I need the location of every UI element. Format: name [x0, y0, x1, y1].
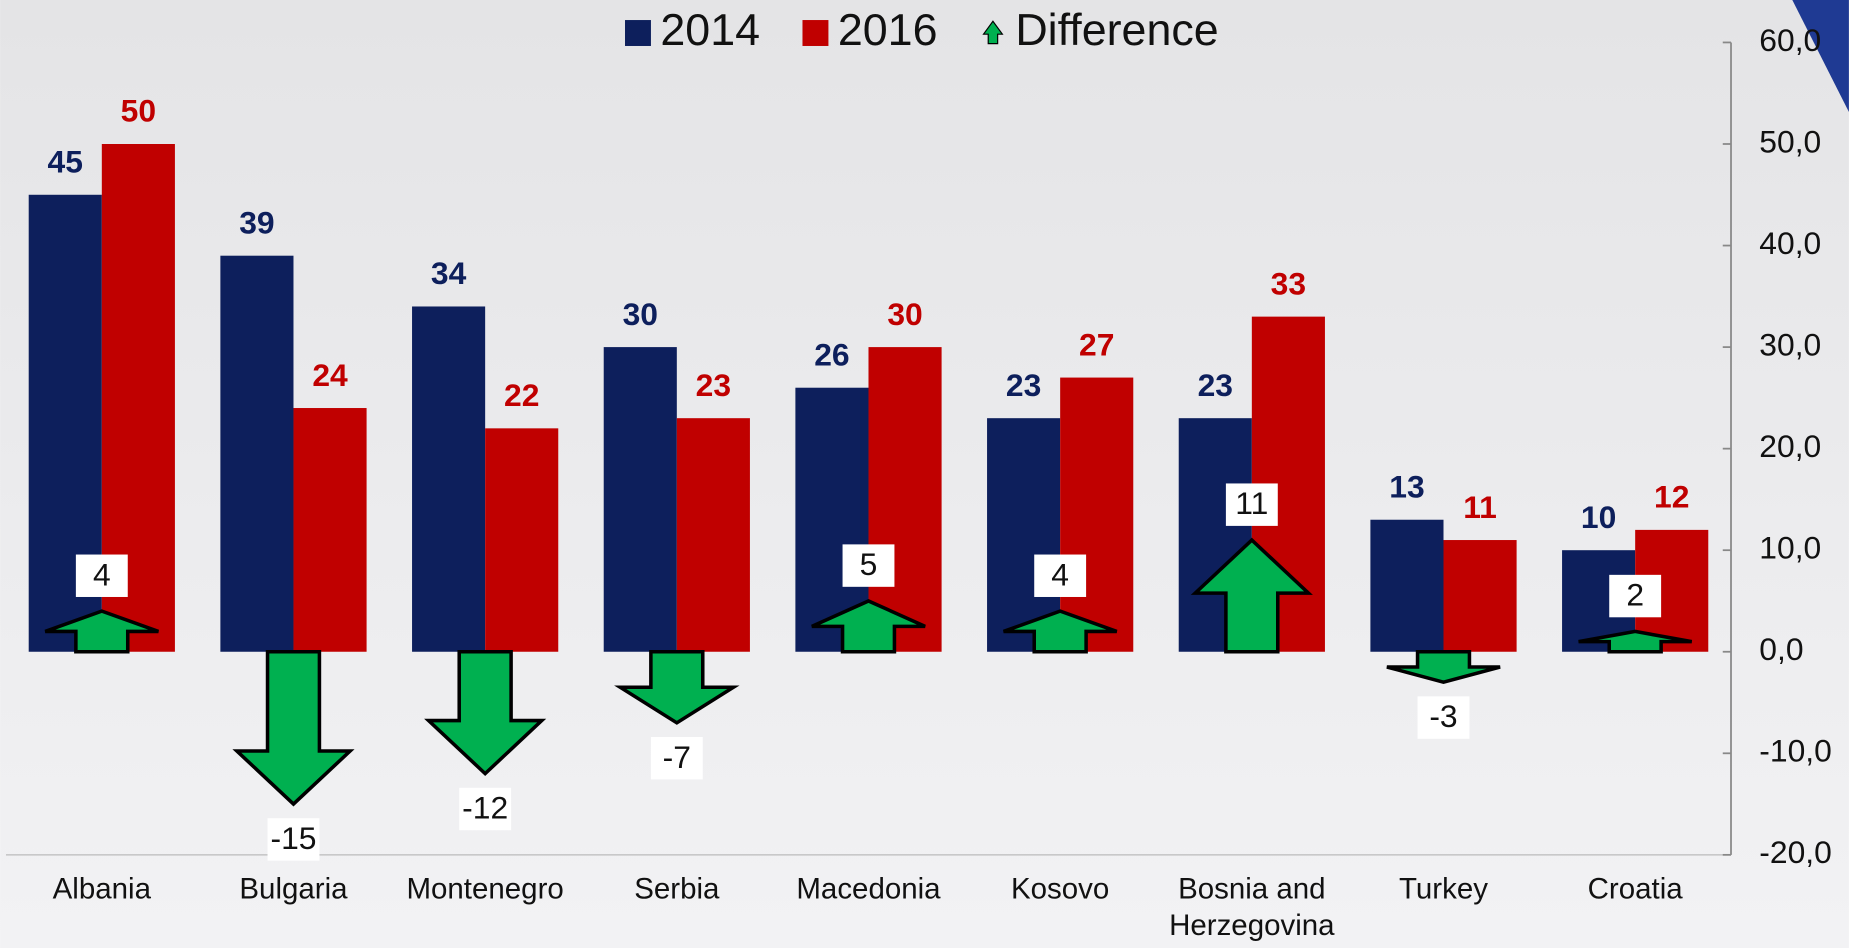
y-tick-label: 60,0	[1759, 22, 1821, 58]
data-label: 30	[623, 296, 658, 332]
data-label: 23	[696, 367, 731, 403]
x-tick-label-box: Bosnia and Herzegovina	[1169, 872, 1335, 943]
arrow-label-box	[75, 554, 128, 597]
corner-decoration	[1792, 0, 1849, 113]
x-tick-label: Serbia	[634, 872, 720, 906]
arrow-label-box	[842, 544, 895, 587]
arrow-label-box	[1034, 554, 1087, 597]
arrow	[811, 599, 926, 654]
arrow	[44, 609, 160, 654]
y-tick-label: 30,0	[1759, 327, 1821, 363]
bar	[485, 428, 559, 652]
y-tick-label: 0,0	[1759, 631, 1803, 667]
y-tick-label: 50,0	[1759, 123, 1821, 159]
bar	[1060, 377, 1134, 652]
arrow	[424, 649, 547, 777]
x-tick-label: Turkey	[1398, 872, 1488, 906]
arrow-label-box	[459, 787, 512, 831]
arrow-label: 2	[1626, 577, 1644, 613]
data-label: 39	[239, 204, 274, 240]
y-tick-label: 10,0	[1759, 530, 1821, 566]
data-label: 22	[504, 377, 539, 413]
x-tick-label-box: Bulgaria	[239, 872, 348, 906]
y-tick-label: -20,0	[1759, 834, 1832, 870]
legend-swatch	[625, 20, 651, 46]
bar	[1370, 519, 1444, 652]
x-tick-label: Montenegro	[406, 872, 564, 906]
x-tick-label: Albania	[52, 872, 151, 906]
x-tick-label: Croatia	[1587, 872, 1683, 906]
legend-label: Difference	[1015, 5, 1218, 55]
arrow-label: 4	[1051, 556, 1069, 592]
data-label: 23	[1006, 367, 1041, 403]
arrow	[1190, 537, 1313, 654]
arrow-label-box	[267, 818, 320, 861]
arrow-label: 11	[1235, 485, 1268, 521]
x-tick-label-box: Albania	[52, 872, 151, 906]
bar	[220, 255, 294, 652]
data-label: 34	[431, 255, 467, 291]
y-tick-label: 40,0	[1759, 225, 1821, 261]
x-tick-label-box: Kosovo	[1010, 872, 1110, 906]
y-tick-label: -10,0	[1759, 733, 1832, 769]
data-label: 26	[814, 336, 849, 372]
data-label: 13	[1389, 468, 1424, 504]
arrow-label: -3	[1429, 698, 1457, 734]
x-tick-label: Bulgaria	[239, 872, 348, 906]
arrow	[1002, 609, 1118, 654]
x-tick-label-box: Macedonia	[796, 872, 941, 906]
data-label: 23	[1198, 367, 1233, 403]
data-label: 45	[48, 144, 83, 180]
arrow	[232, 649, 355, 807]
x-tick-label: Bosnia and Herzegovina	[1169, 872, 1335, 943]
x-tick-label-box: Turkey	[1398, 872, 1488, 906]
bar	[1443, 540, 1517, 652]
data-label: 30	[887, 296, 922, 332]
data-label: 33	[1271, 265, 1306, 301]
y-tick-label: 20,0	[1759, 428, 1821, 464]
x-tick-label-box: Serbia	[634, 872, 720, 906]
arrow-label: 4	[93, 556, 111, 592]
bar	[676, 418, 750, 652]
arrow	[614, 649, 740, 725]
legend-label: 2016	[838, 5, 938, 55]
x-tick-label-box: Montenegro	[406, 872, 564, 906]
arrow-label: 5	[860, 546, 878, 582]
arrow-label: -15	[270, 820, 316, 856]
data-label: 24	[312, 357, 348, 393]
data-label: 10	[1581, 499, 1616, 535]
data-label: 50	[121, 93, 156, 129]
bar	[987, 418, 1061, 652]
arrow-label: -12	[462, 790, 508, 826]
x-tick-label-box: Croatia	[1587, 872, 1683, 906]
bar	[603, 347, 677, 652]
legend-arrow	[982, 20, 1004, 45]
data-label: 12	[1654, 479, 1689, 515]
bar	[412, 306, 486, 652]
arrow-label-box	[1417, 696, 1470, 739]
bar	[868, 347, 942, 652]
x-tick-label: Kosovo	[1010, 872, 1110, 906]
arrow-label: -7	[663, 739, 691, 775]
legend-label: 2014	[660, 5, 760, 55]
x-tick-label: Macedonia	[796, 872, 941, 906]
arrow-label-box	[650, 736, 703, 780]
arrow	[1578, 629, 1693, 654]
arrow	[1386, 649, 1501, 685]
arrow-label-box	[1225, 483, 1278, 526]
legend-swatch	[802, 20, 829, 46]
data-label: 11	[1463, 489, 1497, 525]
data-label: 27	[1079, 326, 1114, 362]
arrow-label-box	[1609, 574, 1662, 618]
bar	[293, 408, 367, 652]
